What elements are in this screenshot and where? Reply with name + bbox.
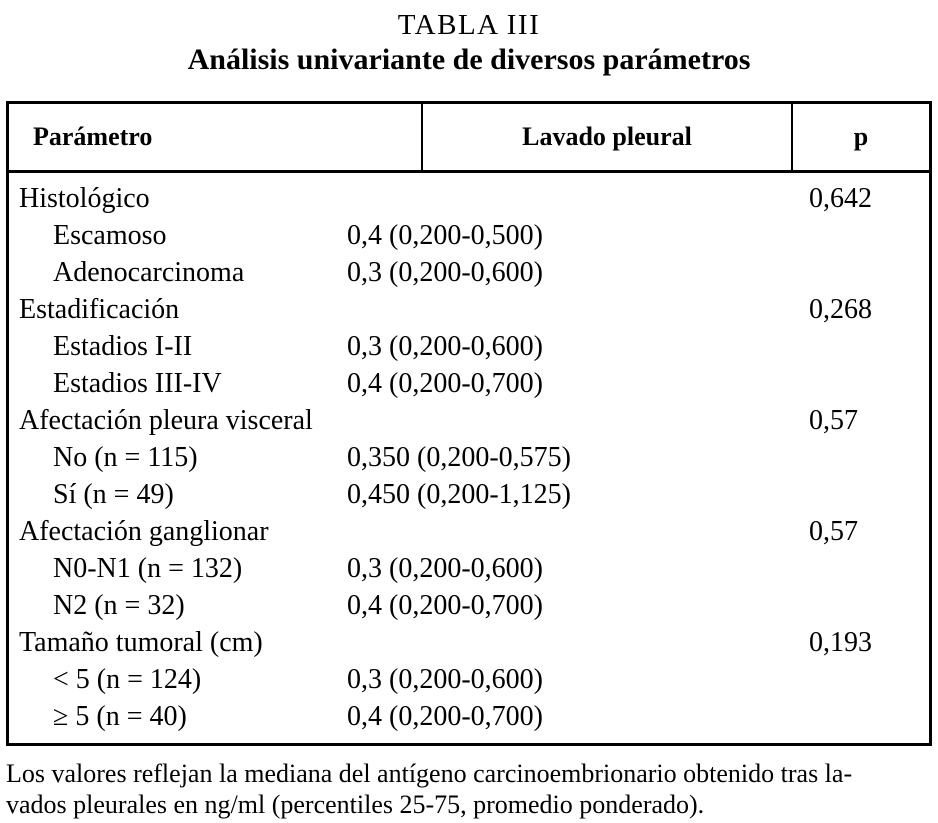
row-value: 0,4 (0,200-0,700): [347, 590, 543, 621]
row-value: [347, 180, 795, 217]
row-p-value: [795, 550, 929, 587]
row-label: N2 (n = 32): [53, 590, 185, 621]
row-label: Estadios I-II: [53, 331, 193, 362]
table-title: Análisis univariante de diversos parámet…: [187, 43, 751, 76]
row-value: [347, 513, 795, 550]
row-value: 0,350 (0,200-0,575): [347, 442, 571, 473]
table-header-row: Parámetro Lavado pleural p: [9, 104, 929, 173]
header-parametro: Parámetro: [9, 104, 423, 170]
row-label: Sí (n = 49): [53, 479, 174, 510]
row-label: Estadificación: [19, 294, 180, 325]
table-row: Afectación pleura visceral 0,57: [9, 402, 929, 439]
table-row: Afectación ganglionar 0,57: [9, 513, 929, 550]
row-p-value: [795, 698, 929, 735]
table-row: Adenocarcinoma 0,3 (0,200-0,600): [9, 254, 929, 291]
row-p-value: [795, 476, 929, 513]
row-label: Escamoso: [53, 220, 167, 251]
header-p: p: [853, 122, 869, 151]
table-row: Escamoso 0,4 (0,200-0,500): [9, 217, 929, 254]
table-number-title: TABLA III: [397, 9, 541, 41]
table-row: Sí (n = 49) 0,450 (0,200-1,125): [9, 476, 929, 513]
row-p-value: [795, 254, 929, 291]
row-value: 0,4 (0,200-0,700): [347, 368, 543, 399]
row-p-value: [795, 365, 929, 402]
row-p-value: 0,268: [809, 294, 872, 325]
table-row: < 5 (n = 124) 0,3 (0,200-0,600): [9, 661, 929, 698]
table-body: Histológico 0,642 Escamoso 0,4 (0,200-0,500…: [9, 173, 929, 743]
row-label: < 5 (n = 124): [53, 664, 202, 695]
row-p-value: 0,193: [809, 627, 872, 658]
row-p-value: [795, 587, 929, 624]
row-p-value: 0,57: [809, 516, 858, 547]
table-row: Estadios I-II 0,3 (0,200-0,600): [9, 328, 929, 365]
row-value: [347, 402, 795, 439]
header-lavado-pleural: Lavado pleural: [423, 104, 793, 170]
row-value: 0,3 (0,200-0,600): [347, 331, 543, 362]
row-p-value: 0,57: [809, 405, 858, 436]
table-row: Estadificación 0,268: [9, 291, 929, 328]
footnote-line-2: vados pleurales en ng/ml (percentiles 25…: [6, 790, 705, 819]
row-value: 0,450 (0,200-1,125): [347, 479, 571, 510]
row-value: 0,3 (0,200-0,600): [347, 257, 543, 288]
row-p-value: [795, 661, 929, 698]
row-value: [347, 624, 795, 661]
table-row: N0-N1 (n = 132) 0,3 (0,200-0,600): [9, 550, 929, 587]
table-row: ≥ 5 (n = 40) 0,4 (0,200-0,700): [9, 698, 929, 735]
table-row: No (n = 115) 0,350 (0,200-0,575): [9, 439, 929, 476]
row-value: 0,3 (0,200-0,600): [347, 664, 543, 695]
table-row: Estadios III-IV 0,4 (0,200-0,700): [9, 365, 929, 402]
footnote-line-1: Los valores reflejan la mediana del antí…: [6, 759, 853, 788]
row-value: 0,3 (0,200-0,600): [347, 553, 543, 584]
row-p-value: [795, 328, 929, 365]
row-label: Histológico: [19, 183, 150, 214]
row-label: N0-N1 (n = 132): [53, 553, 243, 584]
row-label: Afectación ganglionar: [19, 516, 269, 547]
row-label: Afectación pleura visceral: [19, 405, 313, 436]
table-row: Histológico 0,642: [9, 180, 929, 217]
row-p-value: [795, 439, 929, 476]
row-label: No (n = 115): [53, 442, 198, 473]
row-value: [347, 291, 795, 328]
row-label: ≥ 5 (n = 40): [53, 701, 187, 732]
row-label: Estadios III-IV: [53, 368, 222, 399]
row-label: Adenocarcinoma: [53, 257, 245, 288]
row-value: 0,4 (0,200-0,700): [347, 701, 543, 732]
table-row: Tamaño tumoral (cm) 0,193: [9, 624, 929, 661]
row-value: 0,4 (0,200-0,500): [347, 220, 543, 251]
row-p-value: 0,642: [809, 183, 872, 214]
table-footnote: Los valores reflejan la mediana del antí…: [6, 758, 932, 820]
row-label: Tamaño tumoral (cm): [19, 627, 263, 658]
table-row: N2 (n = 32) 0,4 (0,200-0,700): [9, 587, 929, 624]
row-p-value: [795, 217, 929, 254]
data-table: Parámetro Lavado pleural p Histológico 0,…: [6, 101, 932, 746]
